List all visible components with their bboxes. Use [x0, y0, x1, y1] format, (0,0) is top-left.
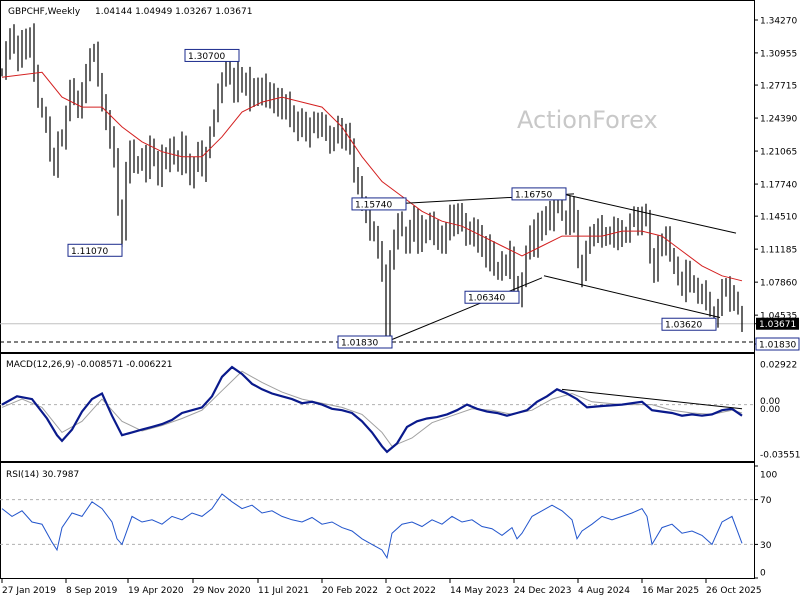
time-axis-label: 14 May 2023: [450, 586, 509, 596]
time-axis-label: 4 Aug 2024: [578, 586, 630, 596]
price-trendline-2: [561, 193, 737, 234]
price-trendline-3: [543, 275, 721, 318]
price-trendline-0: [385, 277, 543, 343]
macd-axis-label: -0.035518: [760, 451, 800, 461]
rsi-axis-label: 0: [760, 569, 766, 579]
time-axis-label: 27 Jan 2019: [2, 586, 56, 596]
level-box: [184, 48, 240, 62]
price-axis-label: 1.04535: [760, 312, 797, 322]
price-axis-label: 1.17740: [760, 181, 797, 191]
level-box: [661, 317, 717, 331]
macd-axis-label: 0.02922: [760, 361, 797, 371]
rsi-panel-frame: [0, 462, 755, 579]
rsi-title: RSI(14) 30.7987: [6, 470, 79, 480]
level-label: 1.11070: [71, 247, 108, 257]
rsi-axis-label: 30: [760, 541, 772, 551]
level-box: [67, 243, 123, 257]
time-axis-label: 20 Feb 2022: [322, 586, 378, 596]
moving-average-line: [1, 71, 743, 282]
rsi-axis-label: 70: [760, 496, 772, 506]
level-label: 1.01830: [341, 339, 378, 349]
macd-trendline-0: [561, 388, 743, 410]
current-price-box: [756, 317, 799, 330]
time-axis-label: 24 Dec 2023: [514, 586, 572, 596]
time-axis-label: 19 Apr 2020: [128, 586, 184, 596]
macd-axis-label: 0.00: [760, 405, 780, 415]
price-axis-label: 1.21065: [760, 148, 797, 158]
time-axis-label: 16 Mar 2025: [642, 586, 699, 596]
watermark: ActionForex: [517, 106, 658, 134]
macd-axis-label: 0.00: [760, 397, 780, 407]
level-label: 1.30700: [188, 52, 225, 62]
symbol-label: GBPCHF,Weekly: [8, 7, 81, 17]
price-panel-frame: [0, 0, 755, 353]
price-axis-label: 1.27715: [760, 82, 797, 92]
time-axis-label: 2 Oct 2022: [386, 586, 436, 596]
price-axis-label: 1.24390: [760, 115, 797, 125]
time-axis-label: 26 Oct 2025: [706, 586, 762, 596]
level-box: [511, 187, 567, 201]
level-box: [464, 290, 520, 304]
rsi-axis-label: 100: [760, 471, 777, 481]
level-label: 1.03620: [665, 321, 702, 331]
level-label: 1.15740: [355, 200, 392, 210]
time-axis-label: 11 Jul 2021: [258, 586, 309, 596]
level-label: 1.16750: [515, 190, 552, 200]
level-label: 1.06340: [468, 294, 505, 304]
price-axis-label: 1.34270: [760, 17, 797, 27]
macd-panel-frame: [0, 353, 755, 462]
macd-title: MACD(12,26,9) -0.008571 -0.006221: [6, 360, 172, 370]
macd-plot: [0, 365, 754, 454]
price-axis-label: 1.14510: [760, 213, 797, 223]
price-axis-label: 1.01830: [759, 341, 796, 351]
time-axis-label: 8 Sep 2019: [66, 586, 118, 596]
rsi-line: [1, 493, 743, 560]
price-axis-label: 1.11185: [760, 246, 797, 256]
price-axis-label: 1.07860: [760, 279, 797, 289]
support-price-box: [755, 337, 800, 351]
level-box: [337, 335, 393, 349]
price-axis-label: 1.03671: [759, 320, 796, 330]
macd-line: [1, 365, 743, 454]
axes: 1.34270 1.30955 1.27715 1.24390 1.21065 1.177…: [1, 17, 800, 596]
rsi-plot: [0, 493, 754, 560]
price-axis-label: 1.30955: [760, 49, 797, 59]
macd-signal-line: [1, 370, 743, 447]
ohlc-label: 1.04144 1.04949 1.03267 1.03671: [95, 7, 252, 17]
level-box: [351, 197, 407, 211]
price-plot: 1.30700 1.11070 1.15740 1.16750 1.06340 1.036…: [0, 23, 754, 349]
time-axis-label: 29 Nov 2020: [193, 586, 251, 596]
